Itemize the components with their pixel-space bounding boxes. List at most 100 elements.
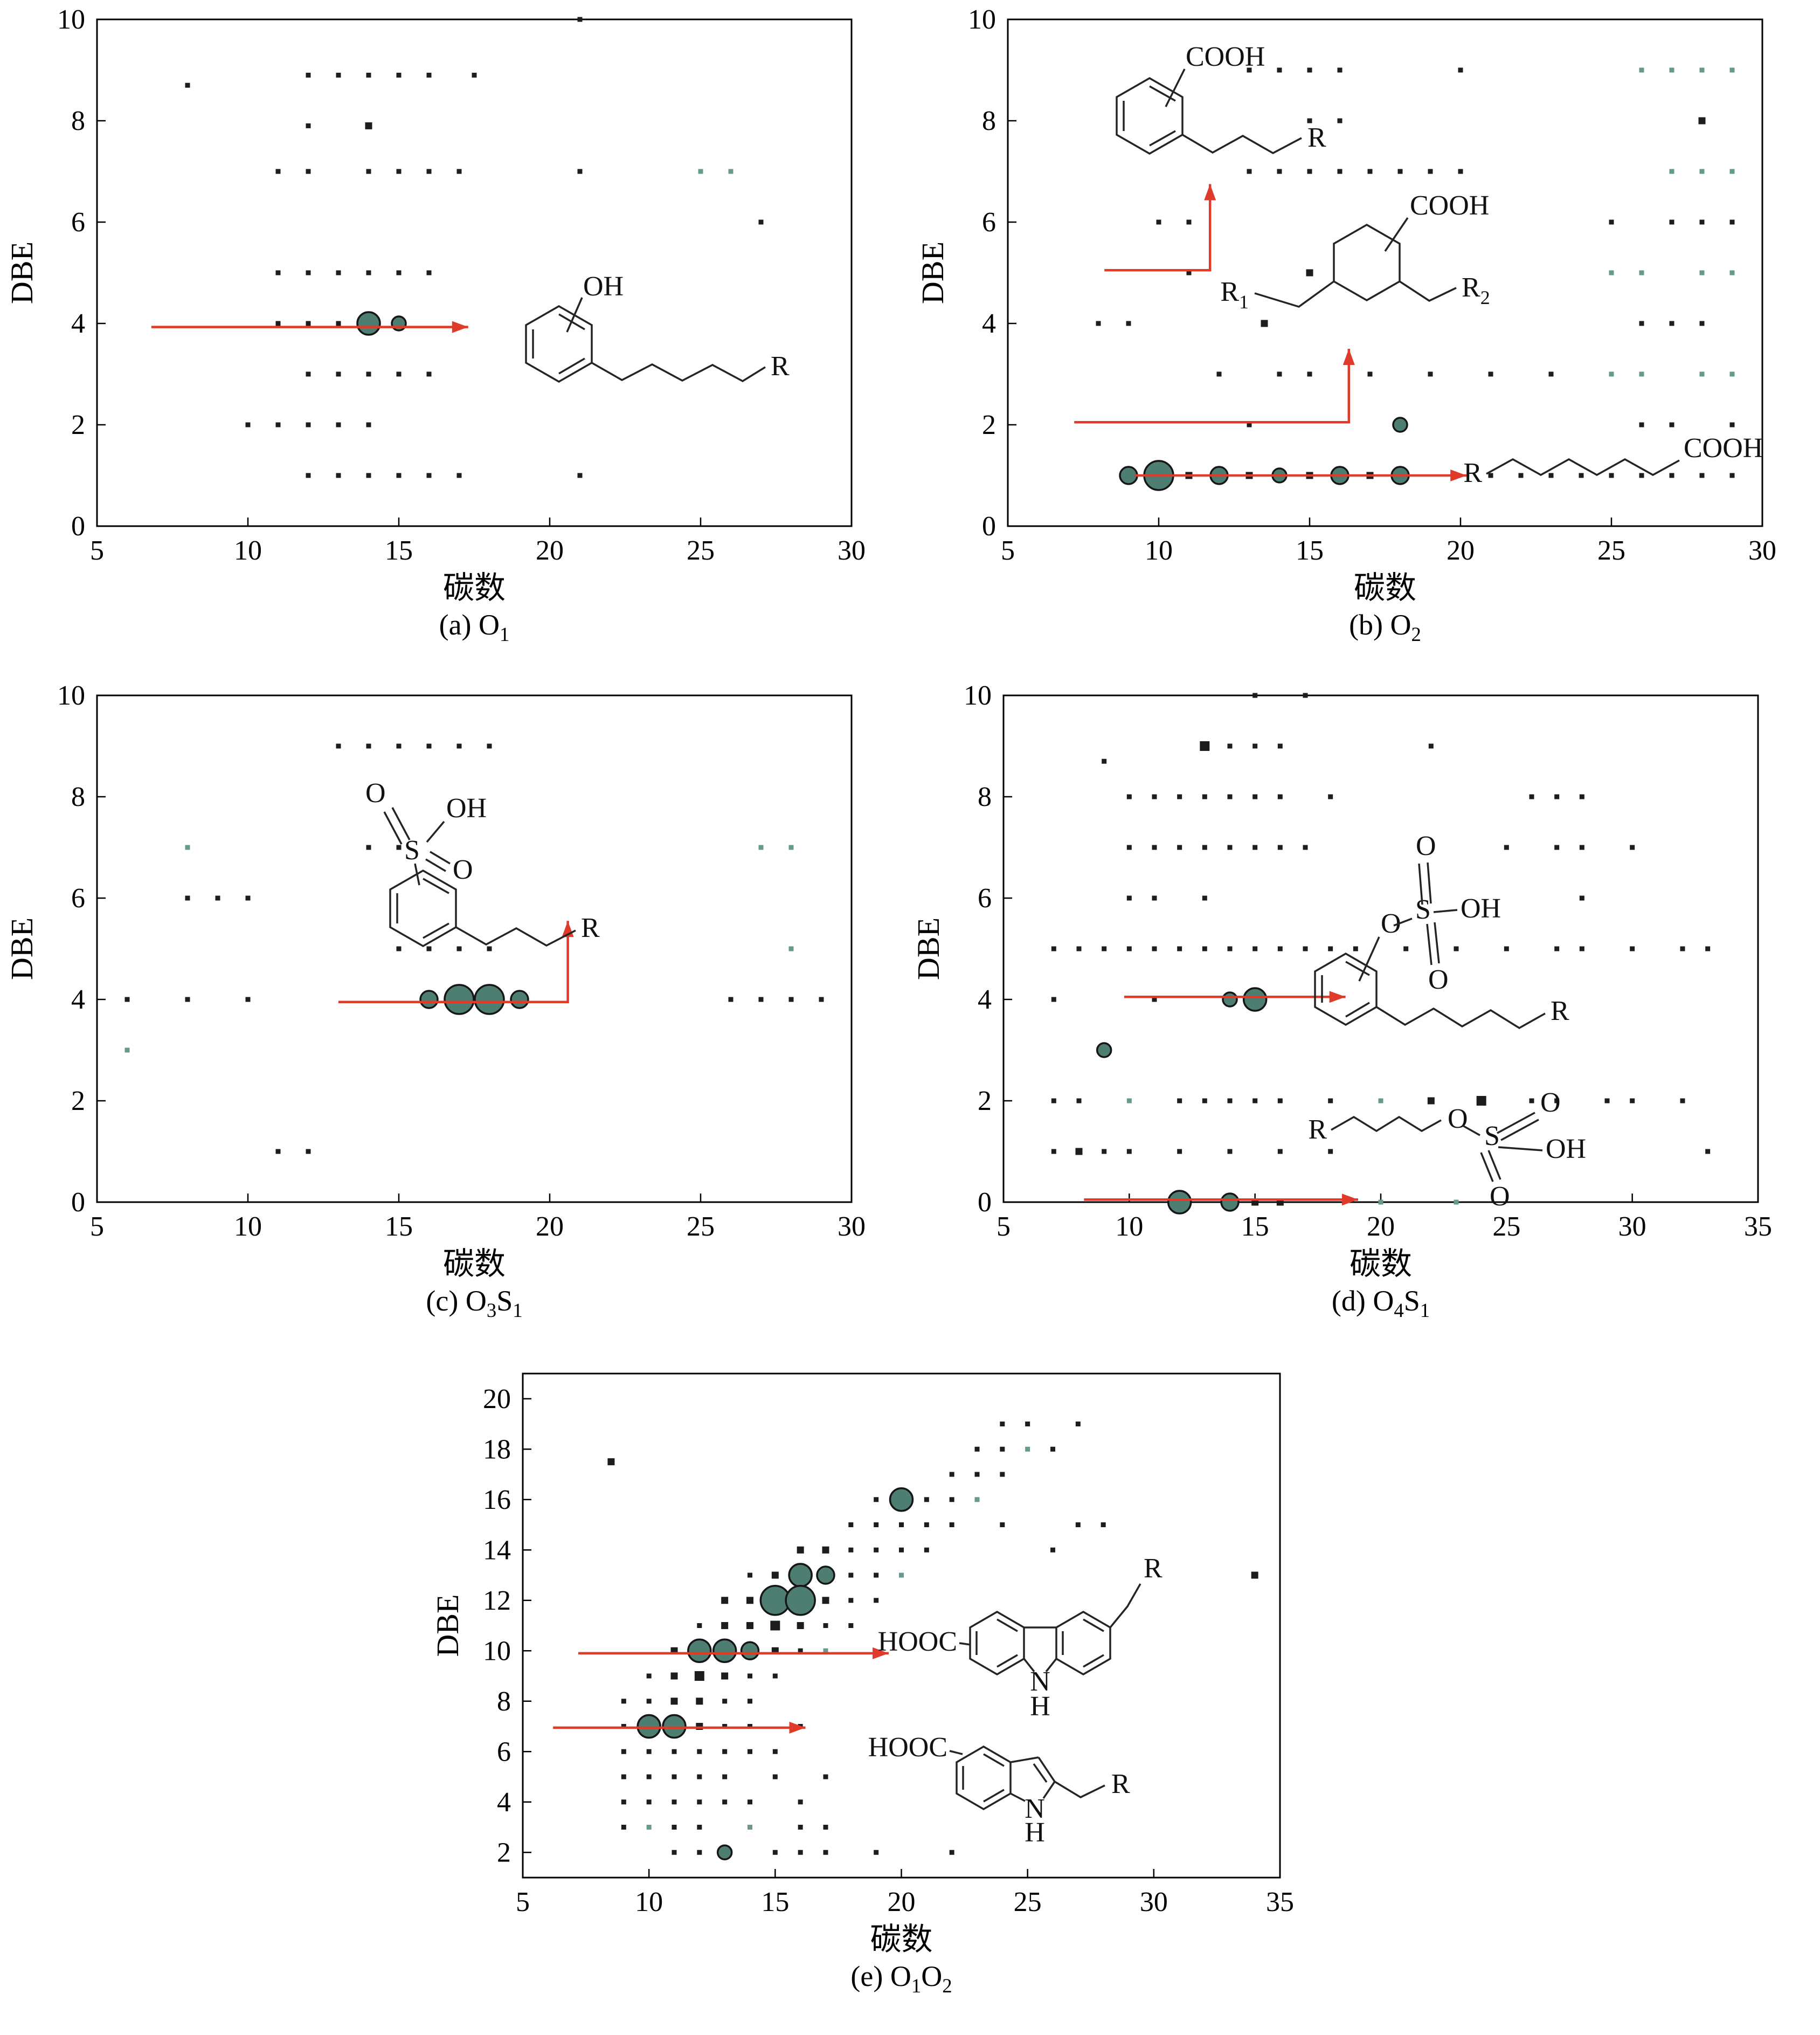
y-tick-label: 2 xyxy=(982,410,996,440)
data-point xyxy=(672,1799,677,1805)
data-point xyxy=(974,1446,980,1452)
data-point xyxy=(1252,1098,1258,1103)
x-tick-label: 30 xyxy=(1748,535,1776,566)
chart-e-canvas: 5 10 15 20 25 30 35 2 4 6 8 10 12 14 16 18 20 碳数 DBE xyxy=(431,1372,1294,1957)
y-tick-label: 2 xyxy=(978,1086,992,1116)
data-point xyxy=(670,1698,678,1705)
data-point xyxy=(823,1850,828,1855)
x-tick-label: 35 xyxy=(1744,1211,1772,1242)
axes: 5 10 15 20 25 30 0 2 4 6 8 10 xyxy=(57,4,866,566)
data-point xyxy=(621,1774,626,1779)
data-point xyxy=(1200,741,1210,751)
y-tick-label: 10 xyxy=(57,680,85,711)
arrowhead-icon xyxy=(873,1647,889,1659)
data-point xyxy=(426,371,432,377)
data-point xyxy=(772,1749,778,1754)
data-point xyxy=(1126,1149,1132,1154)
data-point xyxy=(1699,473,1705,478)
x-tick-label: 5 xyxy=(516,1887,530,1917)
chart-a-canvas: 5 10 15 20 25 30 0 2 4 6 8 10 碳数 DBE xyxy=(5,4,866,605)
data-point xyxy=(1529,794,1534,799)
data-point xyxy=(1050,1446,1055,1452)
x-tick-label: 25 xyxy=(1014,1887,1042,1917)
data-point xyxy=(1119,466,1138,485)
data-point xyxy=(672,1825,677,1830)
data-point xyxy=(1277,946,1283,951)
data-point xyxy=(848,1623,854,1628)
data-point xyxy=(899,1572,904,1578)
data-point xyxy=(510,990,529,1009)
data-point xyxy=(396,371,402,377)
data-point xyxy=(1227,1098,1233,1103)
data-point xyxy=(245,997,251,1002)
data-point xyxy=(1639,321,1644,326)
data-point xyxy=(697,1774,702,1779)
data-point xyxy=(1458,67,1463,73)
x-axis-label: 碳数 xyxy=(443,570,506,605)
data-point xyxy=(722,1749,728,1754)
data-point xyxy=(577,17,583,22)
data-point xyxy=(772,1850,778,1855)
data-point xyxy=(785,1585,816,1616)
data-point xyxy=(621,1724,626,1729)
x-tick-label: 20 xyxy=(1367,1211,1395,1242)
x-axis-label: 碳数 xyxy=(870,1922,932,1957)
data-point xyxy=(1579,845,1584,850)
data-point xyxy=(798,1850,803,1855)
arrowhead-icon xyxy=(452,321,468,333)
x-tick-label: 20 xyxy=(1447,535,1475,566)
data-point xyxy=(1337,118,1342,123)
data-point xyxy=(1126,794,1132,799)
data-point xyxy=(577,169,583,174)
data-point xyxy=(672,1774,677,1779)
x-tick-label: 20 xyxy=(536,535,564,566)
data-point xyxy=(1454,1199,1459,1205)
data-point xyxy=(697,1799,702,1805)
data-point xyxy=(1202,845,1207,850)
x-tick-label: 5 xyxy=(90,535,104,566)
data-point xyxy=(1101,1522,1106,1527)
data-point xyxy=(788,1563,813,1588)
data-point xyxy=(819,997,824,1002)
annotation-arrows xyxy=(553,1647,889,1734)
data-point xyxy=(823,1648,828,1653)
data-point xyxy=(1729,270,1735,275)
chart-d-canvas: 5 10 15 20 25 30 35 0 2 4 6 8 10 碳数 DBE xyxy=(912,680,1772,1281)
data-point xyxy=(788,946,794,951)
data-point xyxy=(336,270,341,275)
data-point xyxy=(694,1671,704,1681)
y-tick-label: 4 xyxy=(982,308,996,339)
data-point xyxy=(396,72,402,78)
y-tick-label: 10 xyxy=(483,1636,511,1666)
data-points xyxy=(607,1422,1258,1860)
data-point xyxy=(698,169,703,174)
data-points xyxy=(1051,693,1711,1215)
data-point xyxy=(336,473,341,478)
data-point xyxy=(1548,473,1554,478)
data-point xyxy=(746,1622,753,1629)
data-point xyxy=(848,1572,854,1578)
data-point xyxy=(1096,1042,1112,1058)
data-point xyxy=(721,1597,729,1604)
y-tick-label: 0 xyxy=(71,511,85,542)
y-tick-label: 8 xyxy=(982,106,996,136)
data-point xyxy=(798,1648,803,1653)
data-point xyxy=(822,1546,829,1554)
x-tick-label: 15 xyxy=(385,1211,413,1242)
data-point xyxy=(1152,895,1157,901)
data-point xyxy=(1051,1149,1056,1154)
y-tick-label: 0 xyxy=(71,1187,85,1218)
data-point xyxy=(670,1672,678,1680)
caption-c: (c) O3S1 xyxy=(426,1285,523,1321)
data-point xyxy=(1277,743,1283,749)
data-point xyxy=(758,997,764,1002)
data-point xyxy=(1639,371,1644,377)
data-point xyxy=(1729,67,1735,73)
data-point xyxy=(1102,946,1107,951)
data-points xyxy=(124,743,824,1154)
x-tick-label: 15 xyxy=(1296,535,1324,566)
data-point xyxy=(306,169,311,174)
data-point xyxy=(716,1844,733,1860)
data-point xyxy=(874,1497,879,1502)
data-point xyxy=(356,311,381,336)
